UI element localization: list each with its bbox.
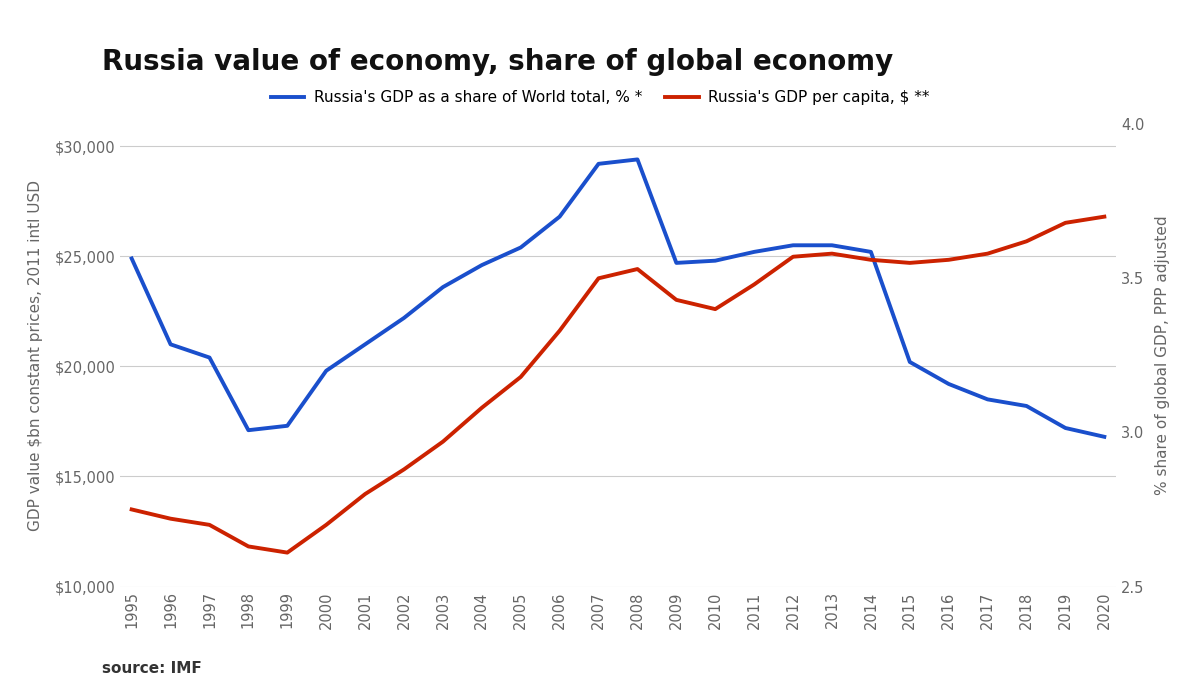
Russia's GDP as a share of World total, % * [630,155,644,164]
Russia's GDP as a share of World total, % * [1058,424,1073,432]
Russia's GDP as a share of World total, % * [358,340,372,348]
Russia's GDP per capita, $ ** [942,256,956,264]
Russia's GDP per capita, $ ** [786,253,800,261]
Y-axis label: GDP value $bn constant prices, 2011 intl USD: GDP value $bn constant prices, 2011 intl… [28,180,43,531]
Russia's GDP per capita, $ ** [670,296,684,304]
Russia's GDP as a share of World total, % * [592,159,606,168]
Russia's GDP as a share of World total, % * [746,248,761,256]
Russia's GDP as a share of World total, % * [1019,402,1033,410]
Russia's GDP as a share of World total, % * [824,241,839,249]
Russia's GDP per capita, $ ** [163,515,178,523]
Russia's GDP per capita, $ ** [824,250,839,258]
Russia's GDP per capita, $ ** [864,256,878,264]
Russia's GDP per capita, $ ** [203,521,217,529]
Russia's GDP per capita, $ ** [514,373,528,381]
Russia's GDP as a share of World total, % * [475,261,490,269]
Russia's GDP as a share of World total, % * [163,340,178,348]
Russia's GDP per capita, $ ** [592,274,606,282]
Russia's GDP per capita, $ ** [358,490,372,498]
Russia's GDP per capita, $ ** [552,326,566,335]
Russia's GDP per capita, $ ** [280,549,294,557]
Russia's GDP as a share of World total, % * [786,241,800,249]
Russia's GDP per capita, $ ** [980,250,995,258]
Russia's GDP per capita, $ ** [902,259,917,267]
Line: Russia's GDP per capita, $ **: Russia's GDP per capita, $ ** [132,217,1104,553]
Russia's GDP per capita, $ ** [1058,219,1073,227]
Text: Russia value of economy, share of global economy: Russia value of economy, share of global… [102,48,893,77]
Russia's GDP as a share of World total, % * [1097,433,1111,441]
Russia's GDP per capita, $ ** [746,280,761,288]
Russia's GDP as a share of World total, % * [902,358,917,366]
Russia's GDP as a share of World total, % * [280,422,294,430]
Russia's GDP as a share of World total, % * [514,244,528,252]
Russia's GDP per capita, $ ** [241,542,256,551]
Russia's GDP as a share of World total, % * [436,283,450,291]
Russia's GDP per capita, $ ** [1097,213,1111,221]
Russia's GDP as a share of World total, % * [670,259,684,267]
Russia's GDP as a share of World total, % * [942,380,956,388]
Russia's GDP as a share of World total, % * [980,395,995,404]
Russia's GDP per capita, $ ** [397,465,412,473]
Russia's GDP as a share of World total, % * [125,255,139,263]
Russia's GDP as a share of World total, % * [864,248,878,256]
Legend: Russia's GDP as a share of World total, % *, Russia's GDP per capita, $ **: Russia's GDP as a share of World total, … [265,83,935,111]
Russia's GDP as a share of World total, % * [552,213,566,221]
Russia's GDP as a share of World total, % * [708,257,722,265]
Russia's GDP per capita, $ ** [125,505,139,513]
Russia's GDP per capita, $ ** [319,521,334,529]
Line: Russia's GDP as a share of World total, % *: Russia's GDP as a share of World total, … [132,159,1104,437]
Russia's GDP as a share of World total, % * [203,353,217,362]
Russia's GDP per capita, $ ** [436,437,450,446]
Russia's GDP per capita, $ ** [708,305,722,313]
Text: source: IMF: source: IMF [102,661,202,676]
Russia's GDP as a share of World total, % * [319,366,334,375]
Russia's GDP per capita, $ ** [1019,237,1033,246]
Russia's GDP per capita, $ ** [630,265,644,273]
Russia's GDP per capita, $ ** [475,404,490,412]
Russia's GDP as a share of World total, % * [397,314,412,322]
Y-axis label: % share of global GDP, PPP adjusted: % share of global GDP, PPP adjusted [1156,215,1170,495]
Russia's GDP as a share of World total, % * [241,426,256,434]
